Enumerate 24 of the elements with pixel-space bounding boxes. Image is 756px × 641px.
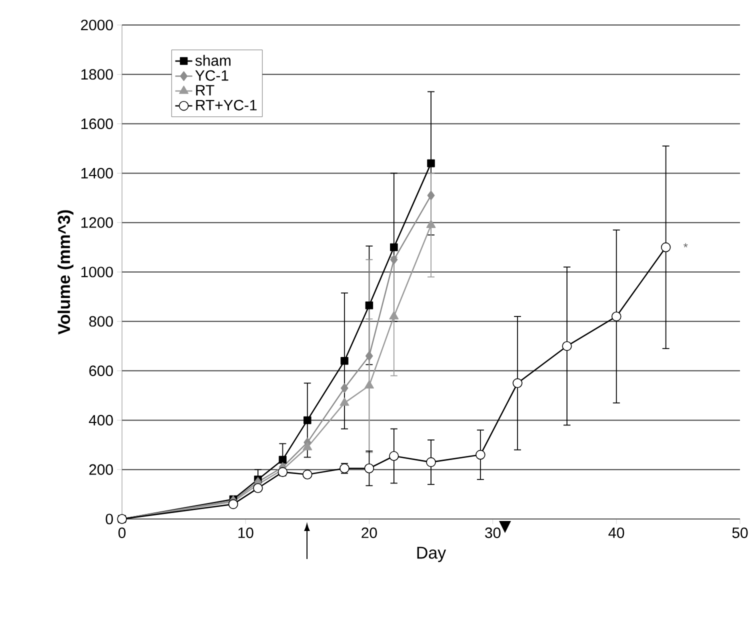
legend-label: RT: [196, 85, 214, 96]
y-axis-title: Volume (mm^3): [58, 210, 74, 335]
x-tick-label: 50: [732, 528, 748, 538]
legend-label: RT+YC-1: [196, 100, 257, 110]
y-tick-label: 1800: [81, 69, 113, 80]
x-tick-label: 20: [362, 528, 377, 538]
y-tick-label: 600: [89, 366, 113, 376]
y-tick-label: 1400: [81, 168, 113, 178]
y-tick-label: 1200: [81, 217, 113, 228]
x-tick-label: 40: [608, 528, 624, 538]
y-tick-label: 2000: [81, 20, 113, 30]
x-tick-label: 0: [118, 528, 126, 538]
y-tick-label: 1600: [81, 118, 113, 130]
annotation: *: [684, 243, 688, 248]
y-tick-label: 0: [106, 514, 113, 524]
y-tick-label: 400: [88, 414, 113, 426]
x-tick-label: 30: [485, 528, 501, 538]
y-tick-label: 200: [89, 464, 113, 475]
x-axis-title: Day: [417, 546, 446, 562]
y-tick-label: 800: [89, 316, 113, 327]
legend-label: sham: [195, 54, 230, 66]
y-tick-label: 1000: [81, 266, 113, 278]
x-tick-label: 10: [238, 528, 254, 538]
legend-label: YC-1: [195, 70, 228, 81]
